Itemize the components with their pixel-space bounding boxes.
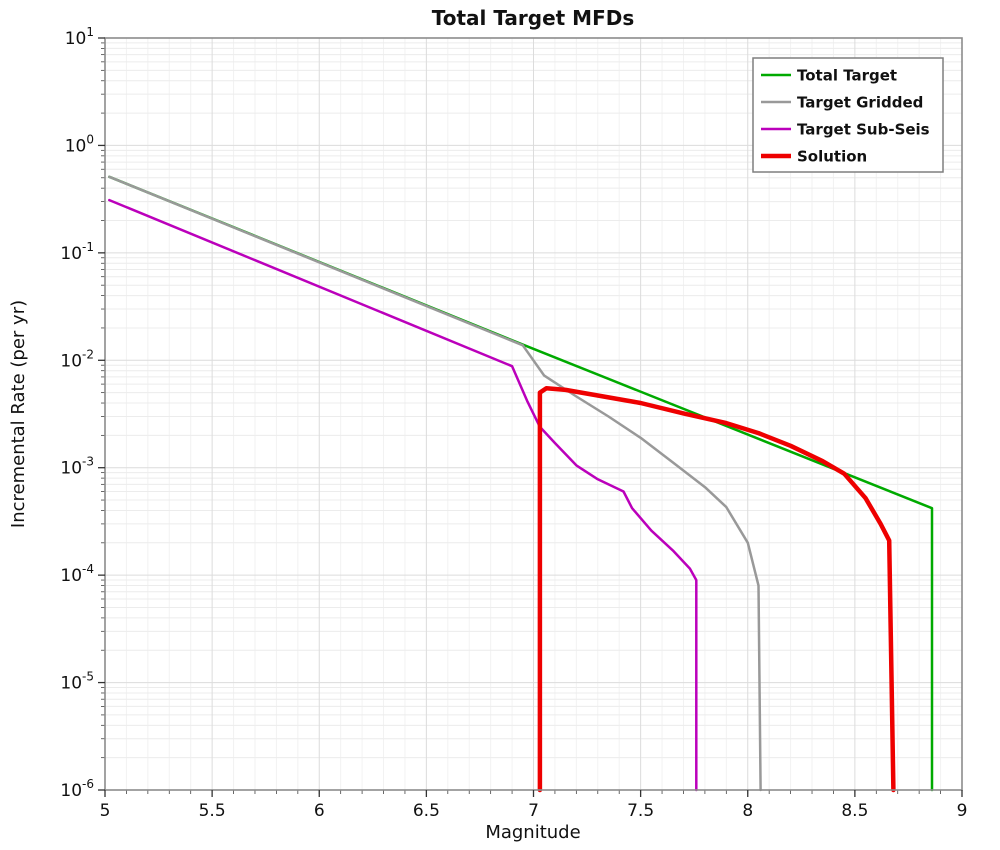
x-tick-label: 5 bbox=[100, 801, 111, 821]
y-axis-label: Incremental Rate (per yr) bbox=[8, 300, 29, 528]
legend-item-target-gridded: Target Gridded bbox=[761, 94, 923, 112]
x-tick-label: 7.5 bbox=[627, 801, 654, 821]
series-line-target-gridded bbox=[108, 175, 762, 792]
legend-box bbox=[752, 57, 944, 173]
y-tick-label: 101 bbox=[65, 25, 94, 49]
legend-label-target-sub-seis: Target Sub-Seis bbox=[797, 121, 930, 139]
x-tick-label: 5.5 bbox=[199, 801, 226, 821]
x-tick-label: 6.5 bbox=[413, 801, 440, 821]
series-line-solution bbox=[537, 385, 896, 793]
legend: Total Target Target Gridded Target Sub-Sei… bbox=[752, 57, 944, 173]
chart-title: Total Target MFDs bbox=[432, 6, 635, 30]
legend-label-target-gridded: Target Gridded bbox=[797, 94, 923, 112]
legend-item-target-sub-seis: Target Sub-Seis bbox=[761, 121, 930, 139]
x-tick-label: 8 bbox=[742, 801, 753, 821]
legend-item-solution: Solution bbox=[761, 148, 867, 166]
axes: 5 5.5 6 6.5 7 7.5 8 8.5 9 101 100 10-1 10-2 10-3 10-4 1… bbox=[60, 25, 967, 821]
series-line-total-target bbox=[108, 175, 934, 792]
x-axis-label: Magnitude bbox=[485, 822, 580, 843]
legend-label-solution: Solution bbox=[797, 148, 867, 166]
series-lines bbox=[108, 175, 934, 793]
major-gridlines bbox=[105, 38, 962, 790]
y-tick-label: 10-3 bbox=[60, 455, 94, 479]
legend-item-total-target: Total Target bbox=[761, 67, 897, 85]
chart-layers: 5 5.5 6 6.5 7 7.5 8 8.5 9 101 100 10-1 10-2 10-3 10-4 1… bbox=[60, 25, 967, 821]
x-tick-label: 7 bbox=[528, 801, 539, 821]
series-line-target-sub-seis bbox=[108, 198, 698, 792]
y-tick-label: 10-5 bbox=[60, 670, 94, 694]
legend-label-total-target: Total Target bbox=[797, 67, 897, 85]
x-tick-label: 6 bbox=[314, 801, 325, 821]
x-tick-label: 8.5 bbox=[841, 801, 868, 821]
y-tick-label: 10-2 bbox=[60, 347, 94, 371]
y-tick-label: 10-6 bbox=[60, 777, 94, 801]
x-tick-label: 9 bbox=[957, 801, 968, 821]
y-tick-label: 10-1 bbox=[60, 240, 94, 264]
y-tick-label: 100 bbox=[65, 132, 94, 156]
y-tick-label: 10-4 bbox=[60, 562, 94, 586]
